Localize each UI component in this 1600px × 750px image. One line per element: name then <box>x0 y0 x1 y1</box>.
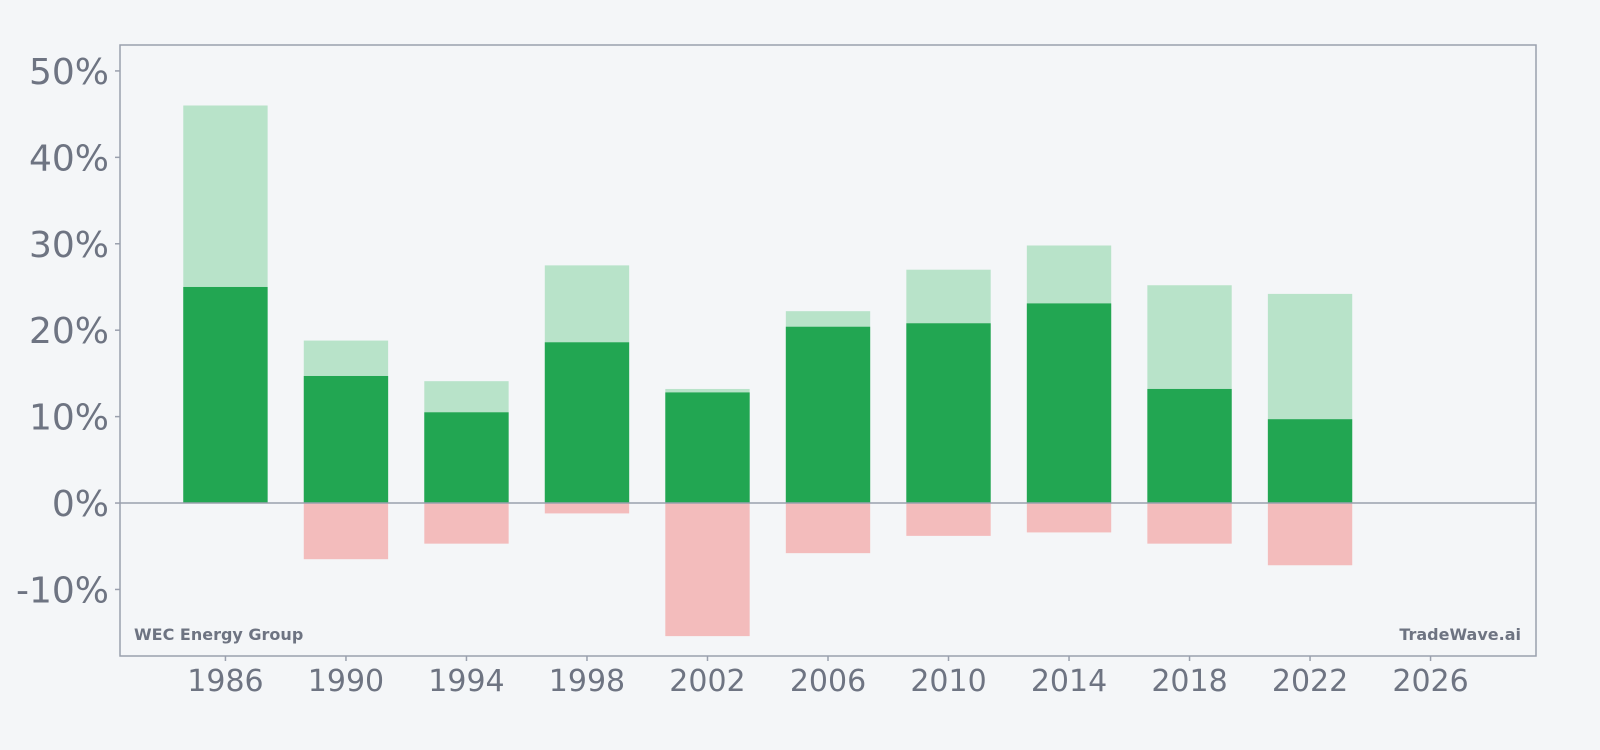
main-bars-group <box>183 286 1353 504</box>
x-tick-label: 2018 <box>1151 664 1227 699</box>
y-tick-label: -10% <box>16 570 109 611</box>
low-bar-2002 <box>665 503 750 637</box>
x-tick-label: 2014 <box>1031 664 1107 699</box>
main-bar-2006 <box>785 326 871 504</box>
main-bar-2002 <box>665 392 750 504</box>
main-bar-1998 <box>544 342 630 504</box>
x-tick-label: 2026 <box>1392 664 1468 699</box>
y-tick-label: 50% <box>29 52 109 93</box>
y-tick-label: 40% <box>29 138 109 179</box>
y-tick-label: 0% <box>52 484 109 525</box>
y-tick-label: 10% <box>29 398 109 439</box>
low-bar-2022 <box>1267 503 1353 566</box>
x-tick-label: 1994 <box>428 664 504 699</box>
x-axis: 1986 1990 1994 1998 2002 2006 2010 2014 2018 2022… <box>187 656 1469 699</box>
low-bar-2006 <box>785 503 871 554</box>
main-bar-2014 <box>1026 303 1112 504</box>
low-bars-group <box>303 503 1353 637</box>
main-bar-1986 <box>183 286 268 504</box>
x-tick-label: 1998 <box>549 664 625 699</box>
low-bar-2014 <box>1026 503 1112 533</box>
main-bar-1990 <box>303 375 389 504</box>
main-bar-2022 <box>1267 419 1353 504</box>
y-tick-label: 30% <box>29 225 109 266</box>
main-bar-2010 <box>906 323 991 504</box>
main-bar-2018 <box>1147 388 1232 504</box>
y-axis: 50% 40% 30% 20% 10% 0% -10% <box>16 52 120 611</box>
low-bar-1990 <box>303 503 389 560</box>
x-tick-label: 2022 <box>1272 664 1348 699</box>
watermark-label: TradeWave.ai <box>1399 625 1521 644</box>
low-bar-2018 <box>1147 503 1232 544</box>
x-tick-label: 1990 <box>308 664 384 699</box>
x-tick-label: 1986 <box>187 664 263 699</box>
x-tick-label: 2010 <box>910 664 986 699</box>
x-tick-label: 2002 <box>669 664 745 699</box>
low-bar-2010 <box>906 503 991 536</box>
y-tick-label: 20% <box>29 311 109 352</box>
main-bar-1994 <box>424 412 509 504</box>
low-bar-1994 <box>424 503 509 544</box>
company-label: WEC Energy Group <box>134 625 303 644</box>
low-bar-1998 <box>544 503 630 514</box>
x-tick-label: 2006 <box>790 664 866 699</box>
